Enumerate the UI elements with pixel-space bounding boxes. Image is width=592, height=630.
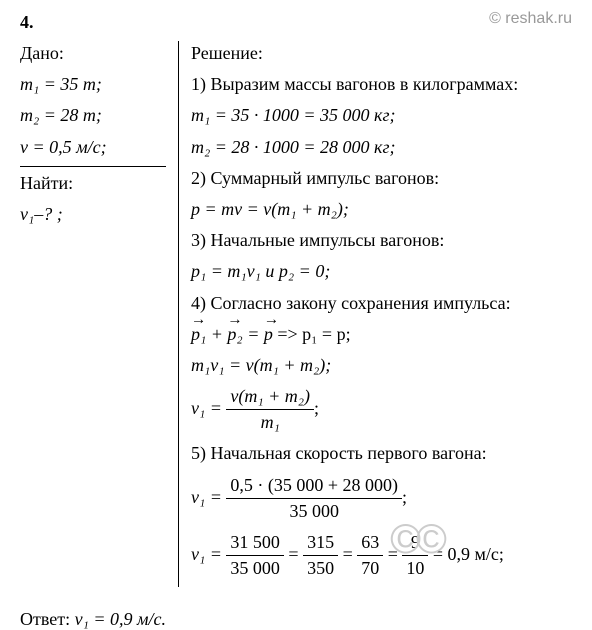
given-m2: m₂ = 28 т;	[20, 103, 166, 128]
step4-vec-eq: p₁ + p₂ = p => p₁ = p;	[191, 322, 572, 347]
solution-column: Решение: 1) Выразим массы вагонов в кило…	[178, 41, 572, 587]
vec-p2: p₂	[227, 322, 242, 347]
step3-eq: p₁ = m₁v₁ и p₂ = 0;	[191, 259, 572, 284]
answer-line: Ответ: v₁ = 0,9 м/с.	[20, 601, 572, 630]
step1-m1: m₁ = 35 · 1000 = 35 000 кг;	[191, 103, 572, 128]
find-header: Найти:	[20, 171, 166, 196]
step4-text: 4) Согласно закону сохранения импульса:	[191, 291, 572, 316]
watermark: © reshak.ru	[489, 10, 572, 28]
vec-p: p	[264, 322, 273, 347]
given-column: Дано: m₁ = 35 т; m₂ = 28 т; v = 0,5 м/с;…	[20, 41, 178, 233]
step4-v1-formula: v₁ = v(m₁ + m₂)m₁;	[191, 384, 572, 435]
step1-text: 1) Выразим массы вагонов в килограммах:	[191, 72, 572, 97]
step3-text: 3) Начальные импульсы вагонов:	[191, 228, 572, 253]
step5-chain: v₁ = 31 50035 000 = 315350 = 6370 = 910 …	[191, 530, 572, 581]
given-v: v = 0,5 м/с;	[20, 135, 166, 160]
solution-header: Решение:	[191, 41, 572, 66]
step4-eq2: m₁v₁ = v(m₁ + m₂);	[191, 353, 572, 378]
step5-v1-calc: v₁ = 0,5 · (35 000 + 28 000)35 000;	[191, 473, 572, 524]
vec-p1: p₁	[191, 322, 206, 347]
given-m1: m₁ = 35 т;	[20, 72, 166, 97]
find-block: Найти: v₁–? ;	[20, 166, 166, 227]
step1-m2: m₂ = 28 · 1000 = 28 000 кг;	[191, 135, 572, 160]
step2-eq: p = mv = v(m₁ + m₂);	[191, 197, 572, 222]
find-v1: v₁–? ;	[20, 202, 166, 227]
solution-container: Дано: m₁ = 35 т; m₂ = 28 т; v = 0,5 м/с;…	[20, 41, 572, 587]
given-header: Дано:	[20, 41, 166, 66]
step2-text: 2) Суммарный импульс вагонов:	[191, 166, 572, 191]
step5-text: 5) Начальная скорость первого вагона:	[191, 441, 572, 466]
